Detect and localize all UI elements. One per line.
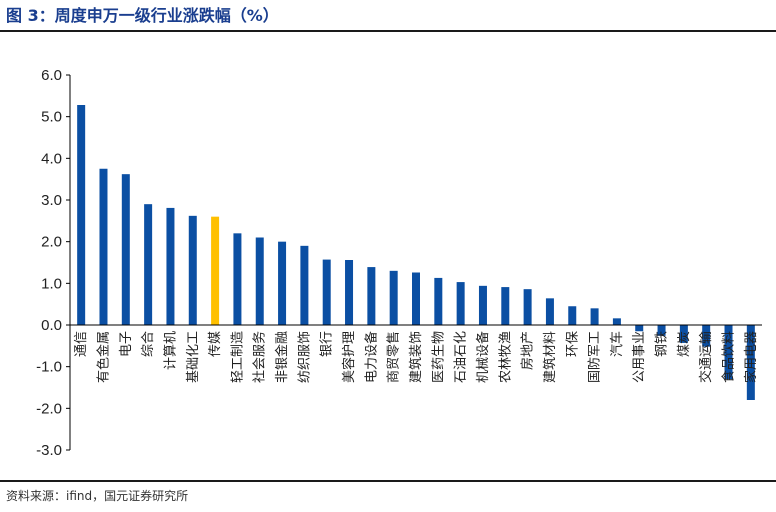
top-divider — [0, 30, 776, 32]
category-label: 公用事业 — [632, 331, 647, 383]
bar — [523, 289, 532, 325]
bar — [612, 318, 621, 325]
bar — [456, 282, 465, 325]
bar — [724, 325, 733, 380]
bar — [144, 204, 153, 325]
chart-title: 周度申万一级行业涨跌幅（%） — [54, 6, 279, 25]
category-label: 传媒 — [208, 331, 223, 357]
bar — [389, 270, 398, 325]
category-label: 电子 — [119, 331, 134, 357]
bar — [255, 237, 264, 325]
category-label: 有色金属 — [95, 331, 111, 383]
category-label: 商贸零售 — [386, 331, 402, 383]
bar — [679, 325, 688, 343]
bar — [657, 325, 666, 336]
category-label: 石油石化 — [454, 331, 469, 383]
bar — [545, 298, 554, 325]
category-label: 社会服务 — [252, 331, 268, 383]
bar — [478, 285, 487, 325]
figure-title: 图 3：周度申万一级行业涨跌幅（%） — [6, 4, 279, 28]
y-tick-label: -3.0 — [36, 442, 62, 459]
category-label: 医药生物 — [431, 331, 446, 383]
bar — [121, 174, 130, 325]
bar — [188, 215, 197, 325]
category-label: 美容护理 — [341, 331, 357, 383]
bar — [300, 245, 309, 325]
bar — [322, 259, 331, 325]
category-label: 家用电器 — [743, 331, 759, 383]
source-note: 资料来源：ifind，国元证券研究所 — [6, 489, 189, 503]
bar — [233, 233, 242, 325]
bar — [635, 325, 644, 332]
bar — [590, 308, 599, 325]
category-label: 通信 — [74, 331, 89, 357]
bottom-divider — [0, 480, 776, 482]
bars — [77, 105, 755, 400]
y-tick-label: 6.0 — [41, 67, 62, 84]
bar — [746, 325, 755, 400]
y-tick-label: 2.0 — [41, 234, 62, 251]
category-label: 计算机 — [163, 331, 178, 370]
category-label: 综合 — [141, 331, 156, 357]
y-tick-label: -1.0 — [36, 359, 62, 376]
category-label: 机械设备 — [475, 331, 491, 383]
y-tick-label: -2.0 — [36, 400, 62, 417]
bar — [278, 241, 287, 325]
bar — [345, 260, 354, 325]
category-label: 环保 — [565, 331, 580, 357]
y-tick-label: 5.0 — [41, 109, 62, 126]
bar — [412, 272, 420, 325]
bar — [166, 207, 175, 325]
bar — [77, 105, 86, 325]
category-label: 交通运输 — [698, 331, 714, 383]
category-label: 汽车 — [609, 331, 625, 357]
y-tick-label: 1.0 — [41, 275, 62, 292]
category-label: 银行 — [320, 331, 335, 357]
category-label: 建筑装饰 — [408, 331, 424, 383]
category-label: 纺织服饰 — [297, 331, 312, 383]
bar — [367, 267, 376, 325]
y-tick-label: 0.0 — [41, 317, 62, 334]
category-label: 农林牧渔 — [498, 331, 513, 383]
figure-label: 图 3： — [6, 6, 55, 25]
category-label: 煤炭 — [677, 331, 692, 357]
category-label: 食品饮料 — [721, 331, 737, 383]
category-label: 房地产 — [520, 331, 536, 370]
category-labels: 通信 有色金属 电子 综合 计算机 基础化工 传媒 轻工制造 社会服务 非银金融 纺织服饰 银行 美容护… — [74, 331, 759, 383]
bar — [702, 325, 711, 347]
category-label: 轻工制造 — [230, 331, 245, 383]
bar — [434, 277, 443, 325]
y-axis-ticks: 6.0 5.0 4.0 3.0 2.0 1.0 0.0 -1.0 -2.0 -3.0 — [36, 67, 70, 459]
bar — [99, 168, 108, 325]
category-label: 建筑材料 — [542, 331, 558, 383]
y-tick-label: 3.0 — [41, 192, 62, 209]
bar — [501, 287, 510, 325]
category-label: 钢铁 — [655, 331, 670, 357]
category-label: 国防军工 — [587, 331, 603, 383]
category-label: 基础化工 — [186, 331, 201, 383]
bar — [568, 306, 577, 325]
category-label: 电力设备 — [363, 331, 379, 383]
category-label: 非银金融 — [274, 331, 290, 383]
y-tick-label: 4.0 — [41, 150, 62, 167]
bar — [211, 216, 220, 325]
